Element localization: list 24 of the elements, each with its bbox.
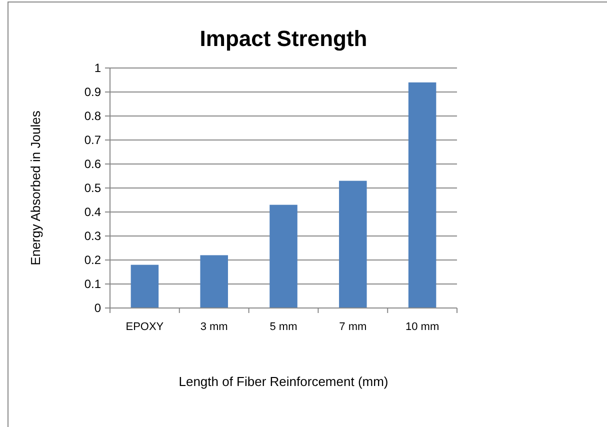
x-tick-label: 3 mm: [200, 321, 228, 333]
y-tick-label: 0.4: [84, 205, 102, 220]
bar: [408, 82, 436, 308]
y-tick-label: 0.1: [84, 277, 102, 292]
bar: [200, 255, 228, 308]
y-tick-label: 0.7: [84, 133, 102, 148]
y-tick-label: 0.6: [84, 157, 102, 172]
y-tick-label: 0.3: [84, 229, 102, 244]
chart-title: Impact Strength: [200, 26, 368, 51]
y-tick-label: 0.9: [84, 85, 102, 100]
y-tick-label: 0: [94, 301, 102, 316]
y-tick-label: 1: [94, 61, 102, 76]
y-axis-title: Energy Absorbed in Joules: [28, 110, 43, 266]
x-tick-label: EPOXY: [126, 321, 164, 333]
y-tick-label: 0.8: [84, 109, 102, 124]
y-tick-label: 0.2: [84, 253, 102, 268]
x-tick-label: 5 mm: [270, 321, 298, 333]
x-tick-label: 10 mm: [405, 321, 440, 333]
bar: [130, 264, 159, 308]
y-tick-label: 0.5: [84, 181, 102, 196]
x-axis-title: Length of Fiber Reinforcement (mm): [178, 374, 388, 389]
x-tick-label: 7 mm: [339, 321, 367, 333]
bar: [270, 204, 298, 308]
bar: [339, 180, 367, 308]
